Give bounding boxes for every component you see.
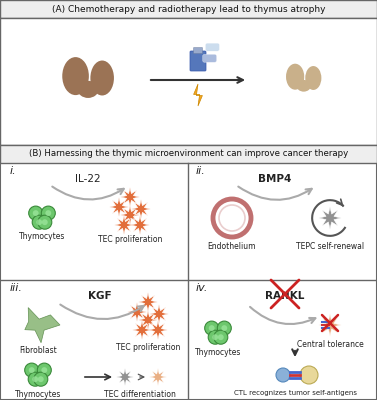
Text: (A) Chemotherapy and radiotherapy lead to thymus atrophy: (A) Chemotherapy and radiotherapy lead t… [52, 4, 325, 14]
Circle shape [25, 363, 39, 377]
Bar [0, 0, 377, 18]
Circle shape [205, 321, 219, 335]
Polygon shape [149, 321, 167, 339]
Text: (B) Harnessing the thymic microenvironment can improve cancer therapy: (B) Harnessing the thymic microenvironme… [29, 150, 348, 158]
Text: Fibroblast: Fibroblast [19, 346, 57, 355]
Circle shape [29, 206, 43, 220]
Circle shape [45, 210, 51, 216]
Text: Thymocytes: Thymocytes [19, 232, 65, 241]
Polygon shape [121, 206, 139, 224]
Circle shape [300, 366, 318, 384]
Circle shape [276, 368, 290, 382]
Text: ii.: ii. [196, 166, 206, 176]
Text: Thymocytes: Thymocytes [15, 390, 61, 399]
Circle shape [208, 330, 222, 344]
FancyBboxPatch shape [193, 48, 202, 54]
Text: TEPC self-renewal: TEPC self-renewal [296, 242, 364, 251]
Circle shape [212, 334, 218, 340]
Ellipse shape [78, 81, 98, 98]
Circle shape [218, 334, 224, 340]
Circle shape [32, 376, 38, 382]
Polygon shape [121, 188, 139, 206]
Circle shape [221, 325, 227, 331]
FancyBboxPatch shape [205, 43, 219, 51]
Text: Central tolerance: Central tolerance [297, 340, 363, 349]
Polygon shape [139, 293, 157, 311]
Polygon shape [319, 314, 341, 336]
Ellipse shape [305, 66, 321, 90]
Polygon shape [115, 216, 133, 234]
Circle shape [42, 219, 48, 225]
Circle shape [209, 325, 215, 331]
Text: CTL recognizes tumor self-antigens: CTL recognizes tumor self-antigens [233, 390, 357, 396]
Polygon shape [133, 321, 151, 339]
Polygon shape [132, 200, 150, 218]
Circle shape [37, 363, 51, 377]
Text: IL-22: IL-22 [75, 174, 101, 184]
Text: TEC proliferation: TEC proliferation [98, 235, 162, 244]
Polygon shape [110, 198, 128, 216]
Text: Thymocytes: Thymocytes [195, 348, 241, 357]
Circle shape [36, 219, 42, 225]
Text: KGF: KGF [88, 291, 112, 301]
Text: RANKL: RANKL [265, 291, 305, 301]
Circle shape [214, 330, 228, 344]
Circle shape [217, 321, 231, 335]
Text: BMP4: BMP4 [258, 174, 292, 184]
Circle shape [32, 215, 46, 229]
FancyBboxPatch shape [190, 51, 206, 71]
Text: iii.: iii. [10, 283, 23, 293]
Circle shape [41, 367, 47, 373]
Polygon shape [116, 368, 133, 386]
Polygon shape [150, 368, 167, 386]
Text: i.: i. [10, 166, 17, 176]
Ellipse shape [286, 64, 304, 90]
Circle shape [28, 372, 42, 386]
Ellipse shape [62, 57, 89, 95]
Polygon shape [194, 84, 202, 106]
Polygon shape [128, 303, 146, 321]
Ellipse shape [297, 80, 311, 92]
Polygon shape [131, 216, 149, 234]
Circle shape [38, 215, 52, 229]
Polygon shape [150, 305, 169, 323]
Circle shape [41, 206, 55, 220]
Bar [0, 18, 377, 145]
Text: Endothelium: Endothelium [208, 242, 256, 251]
Circle shape [33, 210, 38, 216]
Text: iv.: iv. [196, 283, 208, 293]
Ellipse shape [90, 60, 114, 96]
Circle shape [29, 367, 35, 373]
Polygon shape [139, 311, 157, 329]
Polygon shape [25, 308, 60, 343]
Polygon shape [319, 207, 341, 229]
Text: TEC proliferation: TEC proliferation [116, 343, 180, 352]
Text: TEC differentiation: TEC differentiation [104, 390, 176, 399]
Bar [0, 145, 377, 163]
FancyBboxPatch shape [202, 54, 217, 62]
Circle shape [34, 372, 48, 386]
Circle shape [38, 376, 44, 382]
